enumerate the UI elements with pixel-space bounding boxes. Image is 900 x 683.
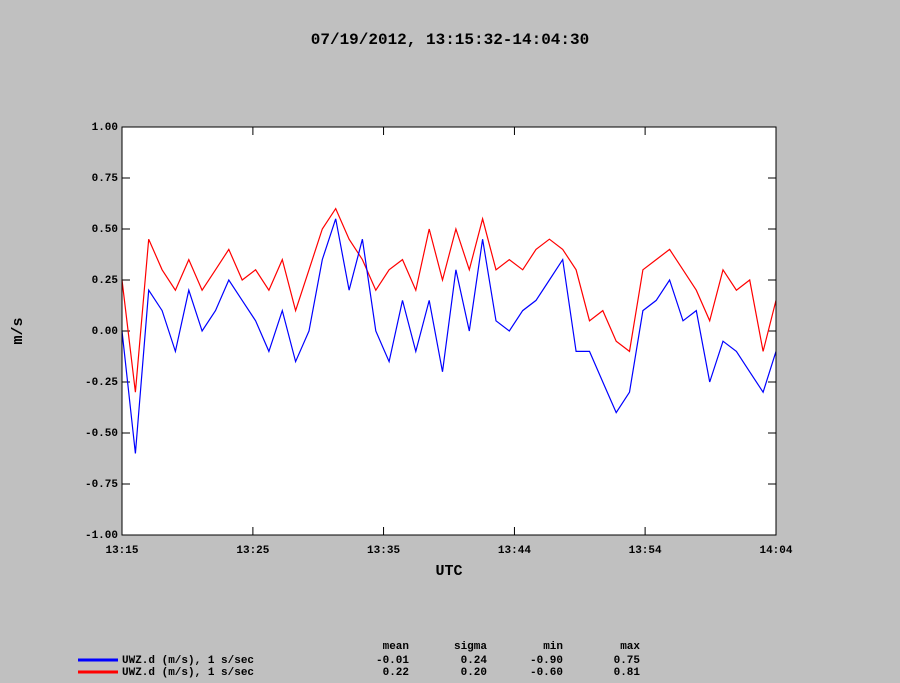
y-tick-label: 1.00 bbox=[92, 122, 118, 134]
y-tick-label: 0.25 bbox=[92, 275, 119, 287]
stats-header: mean bbox=[383, 641, 409, 653]
x-tick-label: 13:54 bbox=[629, 545, 662, 557]
series-line bbox=[121, 207, 777, 393]
legend-label: UWZ.d (m/s), 1 s/sec bbox=[122, 655, 254, 667]
y-tick-label: -0.25 bbox=[85, 377, 118, 389]
series-line bbox=[121, 218, 777, 454]
stats-value: -0.60 bbox=[530, 667, 563, 679]
y-tick-label: -0.75 bbox=[85, 479, 118, 491]
y-tick-label: -0.50 bbox=[85, 428, 118, 440]
x-tick-label: 13:15 bbox=[105, 545, 138, 557]
stats-value: -0.01 bbox=[376, 655, 409, 667]
legend-label: UWZ.d (m/s), 1 s/sec bbox=[122, 667, 254, 679]
y-tick-label: -1.00 bbox=[85, 530, 118, 542]
stats-header: max bbox=[620, 641, 640, 653]
chart-title: 07/19/2012, 13:15:32-14:04:30 bbox=[311, 31, 589, 49]
x-axis-label: UTC bbox=[435, 563, 462, 580]
stats-value: 0.81 bbox=[614, 667, 641, 679]
stats-value: 0.20 bbox=[461, 667, 487, 679]
plot-frame bbox=[121, 126, 777, 536]
x-tick-label: 13:35 bbox=[367, 545, 400, 557]
stats-header: sigma bbox=[454, 641, 487, 653]
y-tick-label: 0.75 bbox=[92, 173, 119, 185]
stats-value: 0.22 bbox=[383, 667, 409, 679]
x-tick-label: 13:44 bbox=[498, 545, 531, 557]
x-tick-label: 14:04 bbox=[759, 545, 792, 557]
y-tick-label: 0.00 bbox=[92, 326, 118, 338]
stats-header: min bbox=[543, 641, 563, 653]
stats-value: 0.24 bbox=[461, 655, 488, 667]
stats-value: -0.90 bbox=[530, 655, 563, 667]
stats-value: 0.75 bbox=[614, 655, 641, 667]
y-axis-label: m/s bbox=[10, 317, 27, 344]
plot-area bbox=[122, 127, 776, 535]
y-tick-label: 0.50 bbox=[92, 224, 118, 236]
x-tick-label: 13:25 bbox=[236, 545, 269, 557]
